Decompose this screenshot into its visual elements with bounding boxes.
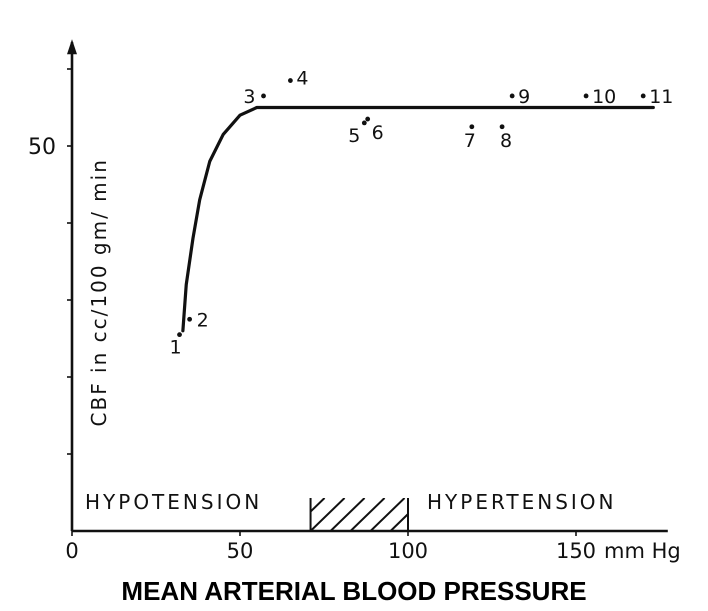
data-point-7	[469, 124, 475, 130]
region-label-hypotension: HYPOTENSION	[85, 490, 262, 514]
autoregulation-curve	[181, 105, 655, 333]
axes: 50 CBF in cc/100 gm/ min 0 50 100 150 mm Hg	[28, 39, 681, 563]
region-label-hypertension: HYPERTENSION	[427, 490, 617, 514]
point-label-6: 6	[372, 122, 384, 144]
hatch-line	[389, 512, 408, 531]
hatched-band	[271, 498, 409, 531]
hatch-lines	[271, 498, 408, 531]
hatch-line	[329, 498, 366, 531]
labels-layer: HYPOTENSION HYPERTENSION	[85, 490, 617, 514]
data-point-10	[583, 93, 589, 99]
x-axis-title: MEAN ARTERIAL BLOOD PRESSURE	[121, 576, 587, 606]
x-tick-label: 0	[65, 539, 78, 563]
point-label-5: 5	[348, 125, 360, 147]
point-label-9: 9	[518, 86, 530, 108]
data-point-4	[288, 78, 293, 83]
point-label-8: 8	[500, 130, 512, 152]
data-point-11	[640, 93, 646, 99]
point-label-10: 10	[592, 86, 616, 108]
x-unit-label: mm Hg	[604, 539, 681, 563]
hatch-line	[310, 498, 346, 531]
y-axis-label: CBF in cc/100 gm/ min	[87, 158, 111, 426]
hatch-line	[271, 498, 305, 531]
x-tick-label: 50	[227, 539, 254, 563]
point-label-1: 1	[169, 337, 181, 359]
autoregulation-curve-layer	[181, 105, 655, 333]
x-tick-label: 150	[556, 539, 596, 563]
point-label-3: 3	[243, 86, 255, 108]
hatch-line	[349, 498, 386, 531]
point-label-4: 4	[296, 68, 308, 90]
data-point-1	[177, 332, 182, 338]
data-point-5	[361, 120, 367, 126]
point-label-2: 2	[197, 309, 209, 331]
data-point-3	[261, 93, 266, 99]
data-point-2	[187, 316, 193, 322]
data-point-9	[509, 93, 515, 99]
y-axis-arrowhead	[67, 39, 77, 55]
data-point-8	[499, 124, 505, 130]
point-label-7: 7	[464, 130, 476, 152]
point-label-11: 11	[649, 86, 673, 108]
y-tick-label: 50	[28, 135, 56, 160]
hatch-line	[369, 498, 406, 531]
x-tick-label: 100	[388, 539, 428, 563]
data-point-6	[365, 116, 371, 122]
hatch-line	[310, 498, 326, 513]
